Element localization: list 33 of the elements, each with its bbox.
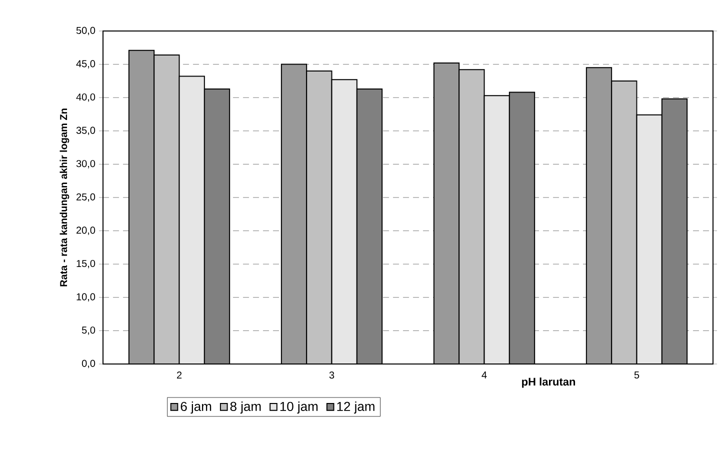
y-tick-label: 0,0	[82, 360, 96, 368]
legend-label: 8 jam	[230, 401, 261, 414]
bar	[586, 67, 612, 364]
bar	[433, 62, 460, 364]
y-tick-label: 10,0	[76, 293, 96, 302]
y-tick-label: 15,0	[76, 260, 96, 268]
y-tick-label: 20,0	[76, 226, 96, 235]
y-tick-label: 5,0	[82, 326, 96, 335]
bar	[636, 114, 662, 364]
y-tick-label: 45,0	[76, 60, 96, 68]
x-tick-label: 2	[176, 372, 182, 379]
y-tick-label: 50,0	[76, 26, 96, 36]
bar	[331, 79, 358, 364]
bar	[484, 95, 510, 364]
bar	[280, 64, 308, 364]
y-tick-label: 35,0	[76, 126, 96, 136]
bar	[508, 92, 536, 364]
x-tick-label: 4	[482, 372, 487, 378]
legend-label: 10 jam	[280, 401, 318, 414]
y-tick-label: 40,0	[76, 93, 96, 102]
x-axis-title: pH larutan	[522, 378, 576, 388]
x-tick-label: 5	[634, 372, 640, 379]
bar	[178, 76, 205, 364]
legend-label: 12 jam	[337, 401, 374, 414]
x-tick-label: 3	[329, 372, 334, 379]
bar	[661, 98, 688, 364]
bar	[204, 88, 230, 364]
y-tick-label: 30,0	[76, 160, 96, 168]
bar	[128, 50, 155, 364]
legend-label: 6 jam	[180, 401, 212, 414]
bar	[356, 88, 383, 364]
y-tick-label: 25,0	[76, 193, 96, 202]
y-axis-title: Rata - rata kandungan akhir logam Zn	[60, 108, 70, 286]
